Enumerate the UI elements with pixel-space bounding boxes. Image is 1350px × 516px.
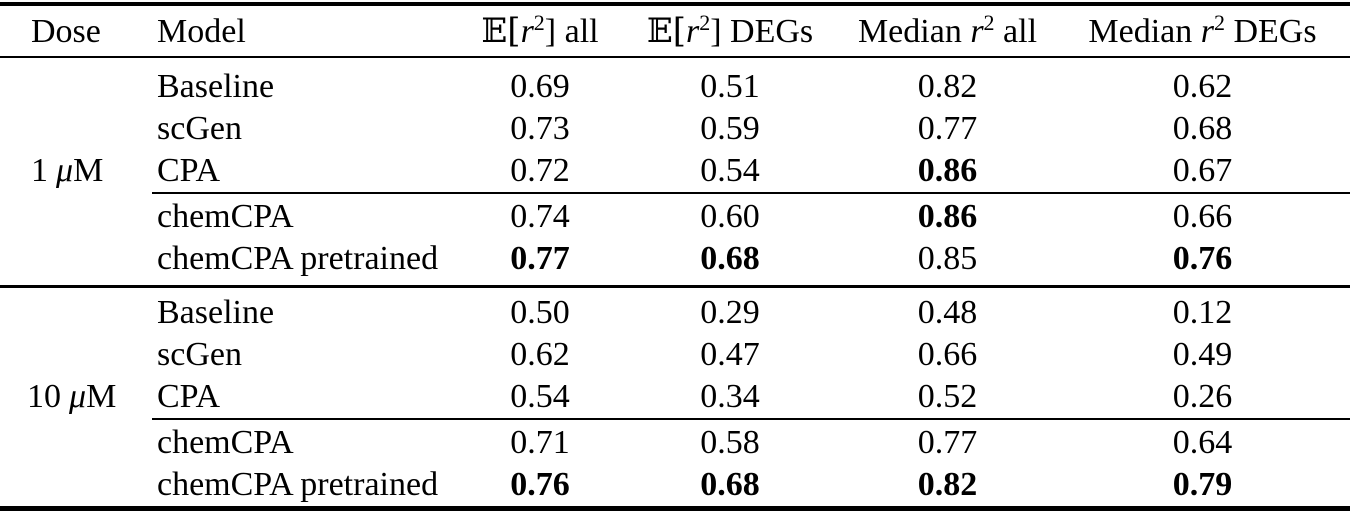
section-10um-baselines: Baseline 0.50 0.29 0.48 0.12 scGen 0.62 … — [0, 288, 1350, 418]
value-cell: 0.77 — [510, 240, 570, 277]
model-name: scGen — [157, 110, 242, 147]
value-cell: 0.51 — [700, 68, 760, 105]
value-cell: 0.47 — [700, 336, 760, 373]
value-cell: 0.48 — [917, 294, 978, 331]
value-cell: 0.71 — [510, 424, 570, 461]
value-cell: 0.54 — [700, 152, 760, 189]
section-1um-chemcpa: chemCPA 0.74 0.60 0.86 0.66 chemCPA pret… — [0, 194, 1350, 285]
model-name: chemCPA — [157, 424, 294, 461]
column-header-median-r2-all: Median r2 all — [857, 9, 1038, 50]
dose-label-10um: 10 μM — [27, 378, 117, 415]
value-cell: 0.62 — [510, 336, 570, 373]
value-cell: 0.49 — [1172, 336, 1233, 373]
value-cell: 0.76 — [510, 466, 570, 503]
table-row: scGen 0.73 0.59 0.77 0.68 — [0, 108, 1350, 150]
value-cell: 0.12 — [1172, 294, 1233, 331]
dose-label-1um: 1 μM — [31, 152, 104, 189]
table-row: 10 μM CPA 0.54 0.34 0.52 0.26 — [0, 376, 1350, 418]
table-row: Baseline 0.69 0.51 0.82 0.62 — [0, 66, 1350, 108]
table-row: chemCPA 0.71 0.58 0.77 0.64 — [0, 422, 1350, 464]
value-cell: 0.82 — [917, 68, 978, 105]
value-cell: 0.86 — [917, 198, 978, 235]
table-row: chemCPA pretrained 0.77 0.68 0.85 0.76 — [0, 238, 1350, 280]
partial-rule — [152, 418, 1350, 420]
model-name: CPA — [157, 152, 221, 189]
value-cell: 0.82 — [917, 466, 978, 503]
column-header-median-r2-degs: Median r2 DEGs — [1088, 9, 1317, 50]
value-cell: 0.69 — [510, 68, 570, 105]
bottom-rule — [0, 506, 1350, 511]
column-header-dose: Dose — [31, 12, 101, 50]
double-struck-e: 𝔼[ — [646, 11, 686, 51]
table-row: scGen 0.62 0.47 0.66 0.49 — [0, 334, 1350, 376]
value-cell: 0.58 — [700, 424, 760, 461]
value-cell: 0.68 — [1172, 110, 1233, 147]
model-name: chemCPA pretrained — [157, 240, 439, 277]
table-row: chemCPA 0.74 0.60 0.86 0.66 — [0, 196, 1350, 238]
value-cell: 0.74 — [510, 198, 570, 235]
partial-rule — [152, 192, 1350, 194]
table-row: Baseline 0.50 0.29 0.48 0.12 — [0, 292, 1350, 334]
value-cell: 0.26 — [1172, 378, 1233, 415]
value-cell: 0.50 — [510, 294, 570, 331]
value-cell: 0.34 — [700, 378, 760, 415]
table-row: chemCPA pretrained 0.76 0.68 0.82 0.79 — [0, 464, 1350, 506]
mu-symbol: μ — [69, 378, 87, 415]
column-header-model: Model — [157, 12, 246, 50]
mu-symbol: μ — [56, 152, 74, 189]
model-name: scGen — [157, 336, 242, 373]
value-cell: 0.29 — [700, 294, 760, 331]
top-rule — [0, 2, 1350, 6]
table-header-row: Dose Model 𝔼[r2] all 𝔼[r2] DEGs Median r… — [0, 6, 1350, 56]
value-cell: 0.62 — [1172, 68, 1233, 105]
value-cell: 0.76 — [1172, 240, 1233, 277]
value-cell: 0.67 — [1172, 152, 1233, 189]
model-name: chemCPA pretrained — [157, 466, 439, 503]
double-struck-e: 𝔼[ — [481, 11, 521, 51]
model-name: chemCPA — [157, 198, 294, 235]
value-cell: 0.66 — [1172, 198, 1233, 235]
table-row: 1 μM CPA 0.72 0.54 0.86 0.67 — [0, 150, 1350, 192]
value-cell: 0.77 — [917, 110, 978, 147]
value-cell: 0.79 — [1172, 466, 1233, 503]
column-header-er2-all: 𝔼[r2] all — [481, 10, 599, 51]
value-cell: 0.68 — [700, 240, 760, 277]
value-cell: 0.85 — [917, 240, 978, 277]
model-name: Baseline — [157, 294, 275, 331]
section-divider-rule — [0, 285, 1350, 288]
section-10um-chemcpa: chemCPA 0.71 0.58 0.77 0.64 chemCPA pret… — [0, 420, 1350, 506]
value-cell: 0.66 — [917, 336, 978, 373]
value-cell: 0.59 — [700, 110, 760, 147]
value-cell: 0.77 — [917, 424, 978, 461]
header-rule — [0, 56, 1350, 58]
value-cell: 0.68 — [700, 466, 760, 503]
value-cell: 0.54 — [510, 378, 570, 415]
value-cell: 0.64 — [1172, 424, 1233, 461]
value-cell: 0.60 — [700, 198, 760, 235]
value-cell: 0.86 — [917, 152, 978, 189]
section-1um-baselines: Baseline 0.69 0.51 0.82 0.62 scGen 0.73 … — [0, 58, 1350, 192]
value-cell: 0.73 — [510, 110, 570, 147]
model-name: Baseline — [157, 68, 275, 105]
column-header-er2-degs: 𝔼[r2] DEGs — [646, 10, 814, 51]
value-cell: 0.52 — [917, 378, 978, 415]
model-name: CPA — [157, 378, 221, 415]
value-cell: 0.72 — [510, 152, 570, 189]
